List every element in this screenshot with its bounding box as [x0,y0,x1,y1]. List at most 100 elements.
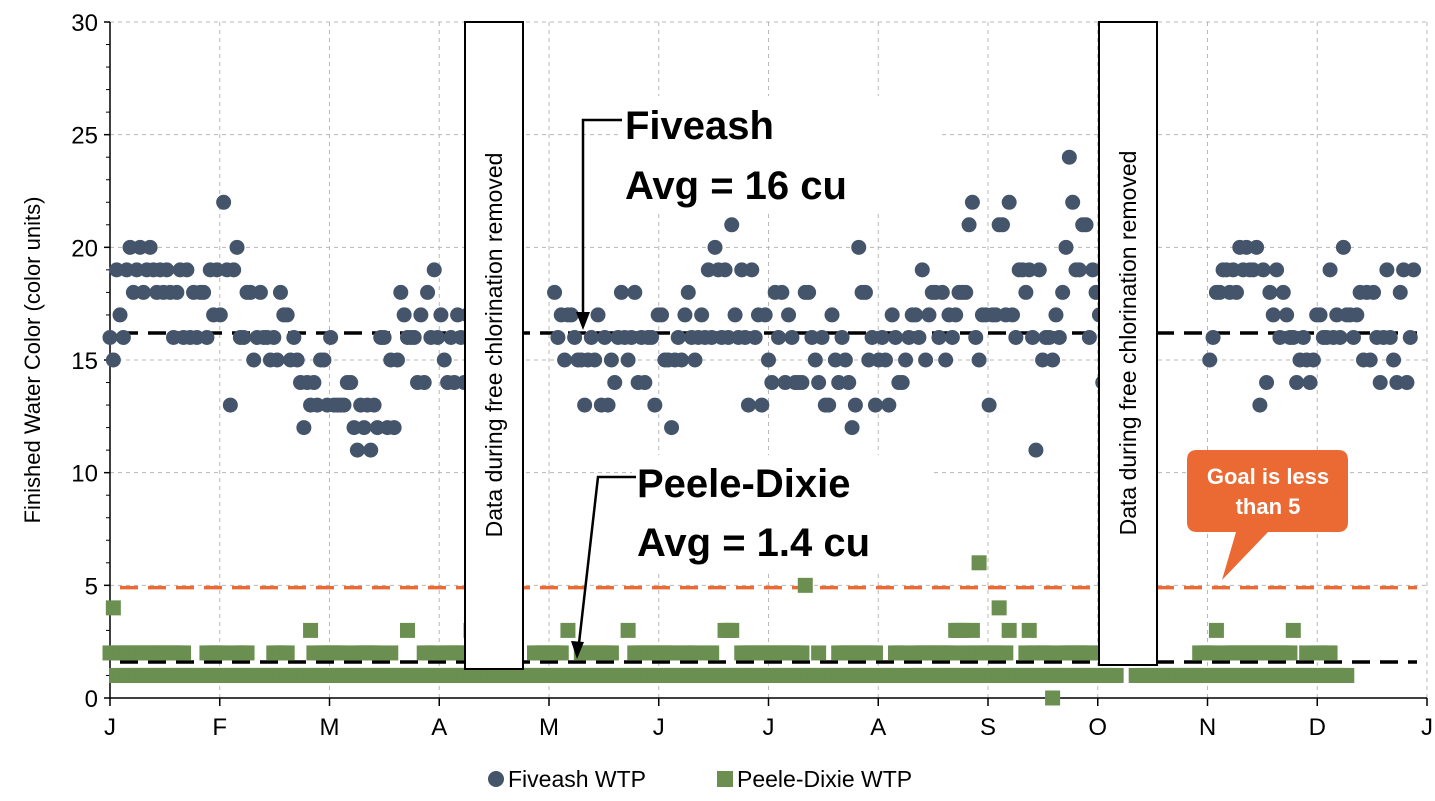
peele-dixie-point [867,645,883,661]
fiveash-point [938,352,954,368]
legend-fiveash-marker [488,771,504,787]
fiveash-point [1349,307,1365,323]
fiveash-point [654,307,670,323]
reference-lines [120,331,1417,664]
fiveash-point [811,375,827,391]
fiveash-point [349,442,365,458]
series-peele-dixie [102,555,1355,706]
peele-dixie-point [687,645,703,661]
peele-dixie-point [369,645,385,661]
fiveash-point [757,307,773,323]
fiveash-point [1018,284,1034,300]
fiveash-point [389,352,405,368]
fiveash-point [934,284,950,300]
fiveash-point [587,352,603,368]
peele-dixie-point [704,645,720,661]
peele-annotation: Peele-Dixie Avg = 1.4 cu [571,455,932,659]
fiveash-point [1255,262,1271,278]
fiveash-point [1055,284,1071,300]
fiveash-point [694,307,710,323]
peele-dixie-point [991,600,1007,616]
peele-dixie-point [964,622,980,638]
fiveash-annotation: Fiveash Avg = 16 cu [576,96,938,330]
fiveash-point [884,307,900,323]
fiveash-point [717,262,733,278]
fiveash-point [677,307,693,323]
peele-dixie-point [336,645,352,661]
fiveash-annotation-avg: Avg = 16 cu [625,164,847,208]
fiveash-point [1252,397,1268,413]
peele-dixie-point [1108,667,1124,683]
fiveash-point [1265,307,1281,323]
fiveash-point [212,307,228,323]
peele-dixie-point [620,622,636,638]
fiveash-point [159,262,175,278]
fiveash-point [1051,329,1067,345]
fiveash-point [888,329,904,345]
peele-dixie-point [1282,645,1298,661]
fiveash-point [821,397,837,413]
fiveash-point [814,329,830,345]
fiveash-point [393,284,409,300]
x-tick-label: J [653,714,665,741]
fiveash-point [607,375,623,391]
peele-dixie-point [603,645,619,661]
fiveash-point [316,352,332,368]
fiveash-arrow [581,118,622,322]
fiveash-point [336,397,352,413]
fiveash-point [343,375,359,391]
fiveash-point [707,239,723,255]
y-axis-title: Finished Water Color (color units) [20,197,45,524]
fiveash-point [1262,284,1278,300]
fiveash-point [426,262,442,278]
fiveash-point [279,307,295,323]
peele-dixie-point [1208,622,1224,638]
fiveash-point [430,329,446,345]
fiveash-point [1392,284,1408,300]
fiveash-point [837,352,853,368]
legend-peele-label: Peele-Dixie WTP [737,766,912,792]
fiveash-point [644,329,660,345]
fiveash-point [771,329,787,345]
peele-dixie-point [399,622,415,638]
fiveash-point [1362,352,1378,368]
fiveash-point [867,397,883,413]
goal-callout: Goal is less than 5 [1187,450,1348,580]
peele-dixie-point [724,622,740,638]
peele-dixie-point [383,645,399,661]
peele-dixie-point [1339,667,1355,683]
fiveash-point [921,307,937,323]
fiveash-point [964,194,980,210]
fiveash-point [597,329,613,345]
fiveash-point [898,352,914,368]
peele-dixie-point [971,555,987,571]
fiveash-point [958,284,974,300]
fiveash-point [1279,307,1295,323]
x-tick-label: A [431,714,447,741]
peele-arrow-head [571,641,584,659]
fiveash-point [196,284,212,300]
fiveash-point [687,352,703,368]
fiveash-point [944,329,960,345]
x-tick-label: D [1309,714,1326,741]
fiveash-point [386,420,402,436]
fiveash-point [620,352,636,368]
legend-fiveash-label: Fiveash WTP [508,766,646,792]
fiveash-point [1345,329,1361,345]
x-tick-label: J [1421,714,1433,741]
fiveash-point [971,352,987,368]
y-tick-label: 10 [71,461,98,488]
fiveash-point [968,329,984,345]
fiveash-point [761,352,776,368]
fiveash-point [356,420,372,436]
fiveash-point [1322,262,1338,278]
peele-arrow [576,475,636,653]
fiveash-point [744,262,760,278]
fiveash-point [252,284,268,300]
peele-dixie-point [105,600,121,616]
y-tick-label: 25 [71,123,98,150]
peele-dixie-point [239,645,255,661]
fiveash-point [1382,329,1398,345]
